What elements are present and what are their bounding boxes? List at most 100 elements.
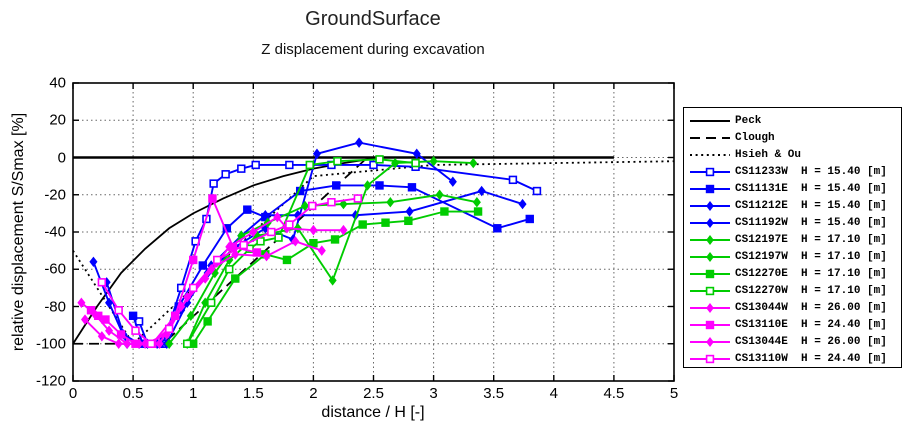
series-line-CS12270W	[186, 158, 416, 345]
series-marker-CS13044W	[105, 325, 114, 336]
legend-marker-diamond	[706, 200, 714, 211]
legend-sample	[690, 336, 730, 347]
series-marker-CS11233W	[369, 160, 378, 170]
x-axis-label: distance / H [-]	[321, 404, 425, 421]
x-tick-label: 3.5	[483, 385, 505, 402]
x-tick-label: 1	[189, 385, 198, 402]
y-tick-label: -120	[35, 372, 66, 390]
x-tick-label: 0.5	[122, 385, 144, 402]
series-marker-CS11233W	[221, 170, 230, 179]
legend-label: CS11192W H = 15.40 [m]	[735, 216, 887, 229]
x-tick-label: 4.5	[603, 385, 625, 402]
series-marker-CS13044E	[114, 338, 123, 349]
series-marker-CS12270E	[473, 207, 483, 216]
series-marker-CS12270W	[411, 158, 420, 168]
series-marker-CS13110E	[189, 255, 198, 265]
series-marker-CS11233W	[251, 160, 260, 170]
series-marker-CS11131E	[128, 311, 138, 321]
legend-item: CS13110E H = 24.40 [m]	[689, 316, 901, 333]
series-marker-CS12197W	[472, 196, 481, 208]
series-marker-CS13110W	[327, 198, 336, 207]
series-marker-CS12270E	[381, 218, 390, 227]
series-marker-CS12197W	[300, 200, 310, 212]
reference-line-hsiehou	[72, 160, 675, 346]
legend-item: CS13110W H = 24.40 [m]	[689, 350, 901, 367]
series-marker-CS13044W	[262, 250, 271, 262]
series-marker-CS13044E	[135, 338, 144, 349]
series-marker-CS13110E	[86, 306, 96, 315]
series-marker-CS11212E	[477, 185, 486, 197]
series-marker-CS11131E	[407, 183, 417, 192]
y-tick-label: 20	[49, 111, 66, 129]
series-marker-CS13044W	[291, 236, 300, 247]
y-tick-label: 0	[57, 149, 66, 166]
series-marker-CS12270E	[203, 317, 212, 326]
legend-item: CS12197W H = 17.10 [m]	[689, 248, 901, 265]
legend-label: CS13044W H = 26.00 [m]	[735, 301, 887, 314]
series-marker-CS12197W	[386, 196, 395, 208]
legend-label: CS11212E H = 15.40 [m]	[735, 199, 887, 212]
series-marker-CS13044E	[225, 241, 234, 253]
series-marker-CS12197E	[328, 275, 337, 286]
series-marker-CS12197W	[165, 338, 174, 349]
series-marker-CS12270E	[231, 274, 240, 283]
legend-sample	[690, 136, 730, 139]
series-marker-CS11131E	[198, 261, 208, 270]
legend-sample	[690, 251, 730, 262]
legend-item: CS13044W H = 26.00 [m]	[689, 299, 901, 316]
legend-item: CS11192W H = 15.40 [m]	[689, 214, 901, 231]
legend-sample	[690, 302, 730, 313]
series-marker-CS13044W	[317, 245, 326, 256]
series-marker-CS12270E	[404, 216, 413, 226]
series-marker-CS12197W	[339, 198, 348, 210]
legend-marker-open-square	[705, 354, 715, 363]
series-marker-CS11233W	[508, 175, 518, 185]
legend-sample	[690, 286, 730, 295]
series-marker-CS13044W	[231, 249, 240, 260]
series-marker-CS13044E	[249, 226, 258, 238]
legend-sample	[690, 153, 730, 156]
legend-sample	[690, 119, 730, 122]
series-marker-CS11212E	[89, 256, 98, 268]
legend-marker-open-square	[705, 167, 715, 176]
series-marker-CS11212E	[518, 198, 527, 210]
series-marker-CS13110W	[353, 194, 363, 203]
legend-sample	[690, 269, 730, 278]
x-tick-label: 0	[68, 385, 78, 402]
series-marker-CS11212E	[105, 297, 114, 308]
series-marker-CS13044E	[97, 331, 106, 342]
series-line-CS11212E	[92, 190, 523, 345]
series-marker-CS13044W	[77, 297, 86, 308]
series-line-CS13044E	[84, 215, 344, 345]
legend-label: CS13110E H = 24.40 [m]	[735, 318, 887, 331]
series-marker-CS13110W	[146, 339, 156, 348]
legend-item: CS13044E H = 26.00 [m]	[689, 333, 901, 350]
series-marker-CS11192W	[448, 176, 457, 187]
series-marker-CS13110W	[114, 306, 123, 315]
series-marker-CS12270E	[440, 207, 449, 216]
legend-marker-diamond	[706, 217, 714, 228]
x-tick-label: 2.5	[363, 385, 384, 402]
series-marker-CS11212E	[261, 210, 270, 221]
series-marker-CS12270W	[274, 233, 283, 242]
y-tick-label: -60	[44, 260, 66, 278]
series-marker-CS12270E	[358, 220, 367, 229]
legend-sample	[690, 320, 730, 329]
legend-item: CS12270E H = 17.10 [m]	[689, 265, 901, 282]
legend-label: CS13110W H = 24.40 [m]	[735, 352, 887, 365]
series-marker-CS12197E	[429, 156, 438, 167]
x-tick-label: 1.5	[242, 385, 264, 402]
series-marker-CS13044E	[309, 224, 318, 236]
chart-subtitle: Z displacement during excavation	[261, 41, 485, 58]
y-tick-label: -40	[44, 223, 66, 241]
series-marker-CS13110W	[267, 227, 276, 237]
legend-marker-diamond	[706, 251, 714, 262]
legend-label: CS12197W H = 17.10 [m]	[735, 250, 887, 263]
legend-label: CS13044E H = 26.00 [m]	[735, 335, 887, 348]
legend-sample	[690, 354, 730, 363]
series-marker-CS12270E	[282, 255, 292, 265]
legend-marker-diamond	[706, 336, 714, 347]
series-line-CS12270E	[192, 210, 479, 345]
